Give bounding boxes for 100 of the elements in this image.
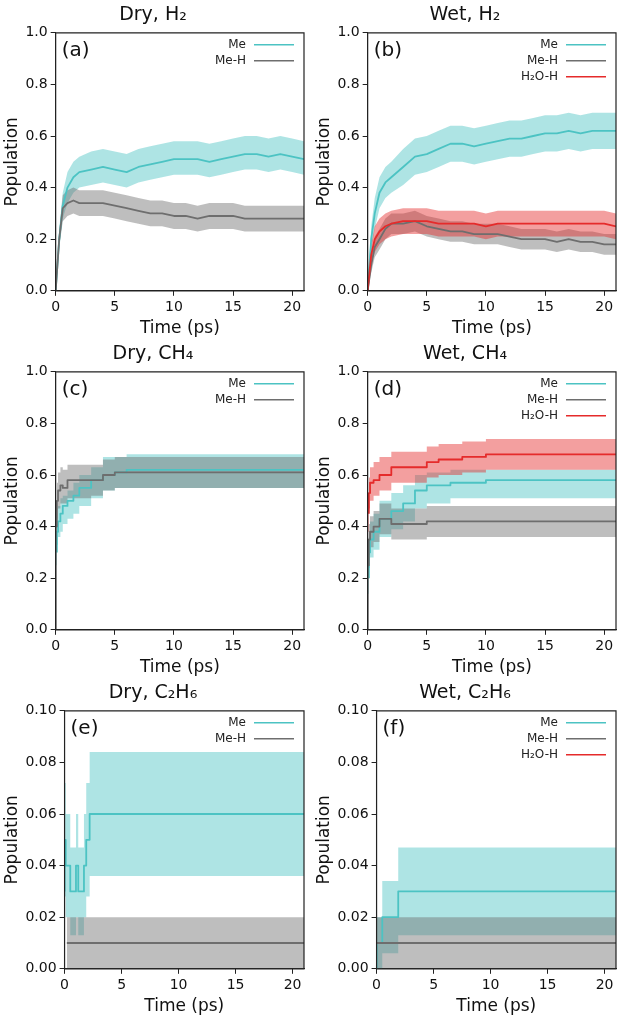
y-tick-label: 0.2	[337, 229, 360, 246]
y-tick-label: 0.04	[25, 856, 57, 873]
y-tick-label: 0.4	[337, 178, 360, 195]
annotation: (c)	[61, 376, 89, 400]
y-tick-label: 0.8	[337, 414, 360, 431]
y-axis-title: Population	[312, 795, 333, 885]
legend-label: Me-H	[526, 52, 558, 67]
x-tick-label: 15	[224, 636, 242, 653]
legend-label: Me-H	[214, 52, 246, 67]
legend-label: Me-H	[214, 391, 246, 406]
x-tick-label: 15	[536, 636, 554, 653]
x-tick-label: 10	[481, 975, 500, 992]
y-tick-label: 0.6	[337, 126, 360, 143]
y-tick-label: 0.06	[337, 804, 369, 821]
annotation: (b)	[373, 37, 402, 61]
y-tick-label: 0.6	[25, 126, 48, 143]
y-tick-label: 0.10	[25, 701, 57, 718]
x-tick-label: 10	[477, 297, 495, 314]
y-tick-label: 0.0	[337, 281, 360, 298]
x-axis-title: Time (ps)	[138, 656, 220, 677]
annotation: (e)	[70, 715, 99, 739]
x-tick-label: 0	[51, 297, 61, 314]
legend-label: H₂O-H	[521, 407, 558, 422]
y-tick-label: 0.0	[25, 620, 48, 637]
legend-label: Me	[228, 714, 246, 729]
x-tick-label: 20	[595, 297, 614, 314]
y-axis-title: Population	[0, 795, 21, 885]
x-tick-label: 10	[165, 636, 183, 653]
x-tick-label: 15	[224, 297, 242, 314]
x-tick-label: 0	[60, 975, 70, 992]
y-tick-label: 0.04	[337, 856, 369, 873]
x-tick-label: 20	[283, 636, 302, 653]
x-tick-label: 15	[538, 975, 557, 992]
y-tick-label: 1.0	[25, 362, 48, 379]
y-tick-label: 0.10	[337, 701, 369, 718]
x-tick-label: 10	[169, 975, 188, 992]
y-tick-label: 0.00	[337, 959, 369, 976]
chart-title: Dry, C₂H₆	[108, 680, 198, 703]
y-tick-label: 0.4	[25, 517, 48, 534]
y-tick-label: 0.6	[337, 465, 360, 482]
x-tick-label: 5	[429, 975, 439, 992]
x-tick-label: 15	[536, 297, 554, 314]
y-tick-label: 0.2	[25, 229, 48, 246]
y-tick-label: 0.02	[337, 907, 369, 924]
x-tick-label: 5	[110, 636, 120, 653]
y-tick-label: 0.8	[25, 414, 48, 431]
y-tick-label: 0.08	[337, 753, 369, 770]
x-tick-label: 20	[595, 975, 614, 992]
legend-label: Me	[540, 714, 558, 729]
y-tick-label: 1.0	[337, 362, 360, 379]
x-tick-label: 5	[422, 297, 432, 314]
x-axis-title: Time (ps)	[450, 317, 532, 338]
annotation: (a)	[61, 37, 90, 61]
y-axis-title: Population	[312, 117, 333, 207]
x-tick-label: 0	[363, 636, 373, 653]
legend-label: Me-H	[214, 730, 246, 745]
y-axis-title: Population	[0, 117, 21, 207]
y-tick-label: 0.2	[25, 568, 48, 585]
y-tick-label: 0.4	[337, 517, 360, 534]
annotation: (d)	[373, 376, 402, 400]
y-tick-label: 0.06	[25, 804, 57, 821]
legend-label: Me	[540, 375, 558, 390]
y-tick-label: 0.00	[25, 959, 57, 976]
chart-title: Dry, H₂	[119, 2, 187, 25]
y-tick-label: 0.8	[337, 75, 360, 92]
x-tick-label: 0	[372, 975, 382, 992]
chart-title: Wet, H₂	[429, 2, 501, 25]
chart-title: Wet, CH₄	[422, 341, 508, 364]
chart-title: Dry, CH₄	[112, 341, 194, 364]
legend-label: Me	[540, 36, 558, 51]
x-axis-title: Time (ps)	[450, 656, 532, 677]
x-axis-title: Time (ps)	[143, 995, 225, 1016]
x-tick-label: 15	[226, 975, 245, 992]
x-tick-label: 5	[117, 975, 127, 992]
y-axis-title: Population	[0, 456, 21, 546]
x-tick-label: 20	[283, 297, 302, 314]
x-tick-label: 0	[363, 297, 373, 314]
y-tick-label: 0.8	[25, 75, 48, 92]
y-tick-label: 0.0	[337, 620, 360, 637]
x-tick-label: 5	[422, 636, 432, 653]
x-tick-label: 10	[477, 636, 495, 653]
y-tick-label: 0.08	[25, 753, 57, 770]
annotation: (f)	[382, 715, 406, 739]
y-tick-label: 1.0	[337, 23, 360, 40]
y-tick-label: 0.6	[25, 465, 48, 482]
y-tick-label: 0.0	[25, 281, 48, 298]
legend-label: H₂O-H	[521, 746, 558, 761]
x-tick-label: 5	[110, 297, 120, 314]
chart-title: Wet, C₂H₆	[419, 680, 511, 703]
y-tick-label: 0.2	[337, 568, 360, 585]
legend-label: Me	[228, 375, 246, 390]
y-tick-label: 1.0	[25, 23, 48, 40]
x-tick-label: 0	[51, 636, 61, 653]
x-tick-label: 20	[595, 636, 614, 653]
x-axis-title: Time (ps)	[138, 317, 220, 338]
y-tick-label: 0.4	[25, 178, 48, 195]
legend-label: Me	[228, 36, 246, 51]
legend-label: Me-H	[526, 730, 558, 745]
legend-label: H₂O-H	[521, 68, 558, 83]
legend-label: Me-H	[526, 391, 558, 406]
